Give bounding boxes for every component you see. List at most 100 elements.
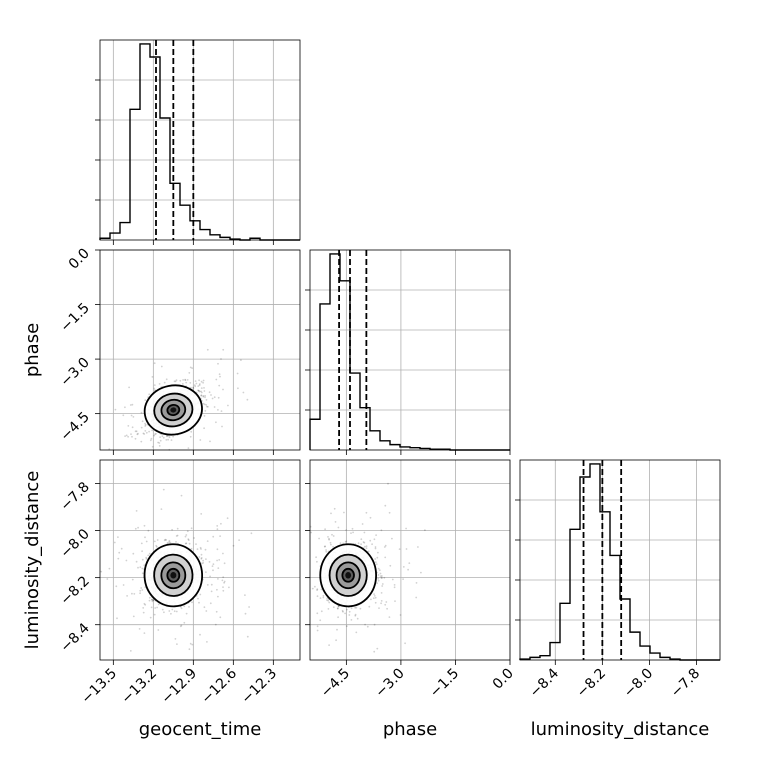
sample-point xyxy=(383,576,386,579)
sample-point xyxy=(179,379,182,382)
sample-point xyxy=(140,426,143,429)
sample-point xyxy=(202,562,205,564)
sample-point xyxy=(200,387,203,389)
y-tick-label: −8.2 xyxy=(57,573,92,608)
sample-point xyxy=(324,528,326,531)
sample-point xyxy=(136,433,139,436)
contour-line xyxy=(166,403,181,417)
sample-point xyxy=(210,590,213,593)
sample-point xyxy=(369,516,372,519)
sample-point xyxy=(348,610,351,613)
sample-point xyxy=(157,441,160,444)
sample-point xyxy=(351,527,354,530)
sample-point xyxy=(129,650,132,652)
sample-point xyxy=(222,586,224,588)
sample-point xyxy=(168,541,171,543)
sample-point xyxy=(193,537,196,539)
sample-point xyxy=(153,613,156,616)
sample-point xyxy=(148,430,151,433)
sample-point xyxy=(220,522,222,525)
sample-point xyxy=(212,563,215,566)
sample-point xyxy=(319,619,322,622)
sample-point xyxy=(246,635,249,638)
sample-point xyxy=(162,436,165,439)
x-axis-label-geocent_time: geocent_time xyxy=(139,719,262,740)
sample-point xyxy=(360,538,363,541)
sample-point xyxy=(361,523,364,525)
sample-point xyxy=(364,545,366,548)
sample-point xyxy=(328,601,331,604)
contour-line xyxy=(319,543,378,608)
sample-point xyxy=(373,623,376,626)
sample-point xyxy=(209,602,212,605)
sample-point xyxy=(219,535,222,537)
sample-point xyxy=(143,524,146,527)
sample-point xyxy=(185,612,188,615)
sample-point xyxy=(398,548,401,550)
sample-point xyxy=(205,404,208,406)
sample-point xyxy=(336,607,339,610)
sample-point xyxy=(120,547,123,550)
sample-point xyxy=(217,595,219,598)
sample-point xyxy=(140,542,143,545)
sample-point xyxy=(205,571,207,573)
sample-point xyxy=(165,539,168,541)
sample-point xyxy=(115,585,118,588)
sample-point xyxy=(377,574,380,576)
sample-point xyxy=(334,521,337,523)
sample-point xyxy=(210,394,212,396)
sample-point xyxy=(129,404,132,406)
sample-point xyxy=(135,430,138,433)
sample-point xyxy=(316,588,319,591)
sample-point xyxy=(113,541,116,544)
sample-point xyxy=(200,548,202,550)
sample-point xyxy=(354,606,356,609)
sample-point xyxy=(124,406,126,409)
sample-point xyxy=(360,543,362,546)
contour-line xyxy=(341,567,355,583)
sample-point xyxy=(381,575,383,577)
sample-point xyxy=(205,610,208,612)
x-tick-label: −12.6 xyxy=(199,665,241,707)
sample-point xyxy=(370,598,372,601)
panel-frame xyxy=(99,249,301,451)
sample-point xyxy=(169,541,172,544)
sample-point xyxy=(170,439,173,441)
sample-point xyxy=(194,385,197,388)
sample-point xyxy=(341,609,344,612)
sample-point xyxy=(385,601,388,603)
y-axis-label-luminosity_distance: luminosity_distance xyxy=(22,471,43,650)
sample-point xyxy=(161,435,164,438)
sample-point xyxy=(236,372,239,375)
sample-point xyxy=(212,535,215,538)
sample-point xyxy=(202,559,205,562)
sample-point xyxy=(216,528,219,531)
sample-point xyxy=(170,612,172,615)
sample-point xyxy=(203,606,206,609)
sample-point xyxy=(180,494,183,497)
sample-point xyxy=(310,531,313,534)
sample-point xyxy=(131,435,133,438)
sample-point xyxy=(324,545,326,548)
sample-point xyxy=(137,526,140,529)
sample-point xyxy=(374,546,377,548)
sample-point xyxy=(131,578,134,581)
sample-point xyxy=(379,572,382,575)
sample-point xyxy=(128,386,131,389)
sample-point xyxy=(373,650,376,653)
sample-point xyxy=(191,643,194,646)
sample-point xyxy=(329,541,332,544)
sample-point xyxy=(218,559,221,561)
sample-point xyxy=(153,434,156,437)
sample-point xyxy=(415,582,418,584)
sample-point xyxy=(374,601,377,604)
sample-point xyxy=(320,588,323,591)
contour-line xyxy=(160,561,187,590)
sample-point xyxy=(206,405,208,408)
sample-point xyxy=(326,599,328,601)
sample-point xyxy=(384,504,387,507)
sample-point xyxy=(415,596,418,599)
sample-point xyxy=(166,541,169,544)
sample-point xyxy=(330,512,332,515)
sample-point xyxy=(190,430,193,433)
